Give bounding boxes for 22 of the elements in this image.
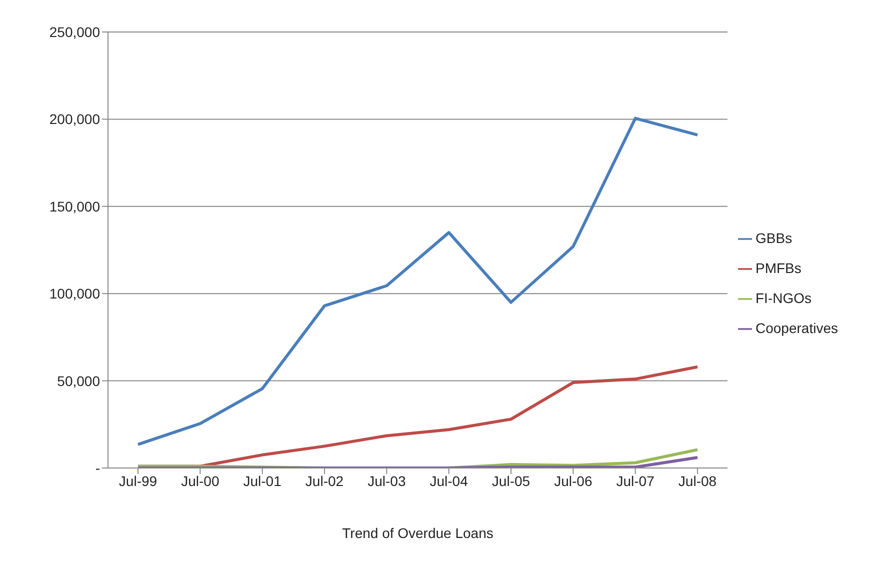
line-series [136,116,699,446]
x-tick-label: Jul-04 [430,472,468,489]
legend-label: PMFBs [756,260,802,276]
y-tick-label: 250,000 [49,24,100,40]
legend-label: FI-NGOs [756,290,812,306]
x-tick-label: Jul-06 [554,472,592,489]
x-tick-label: Jul-01 [243,472,282,489]
legend-label: GBBs [756,230,792,246]
x-tick-label: Jul-00 [181,472,220,489]
x-tick-label: Jul-05 [492,472,530,489]
y-tick-label: 150,000 [49,198,100,214]
y-tick-label: 50,000 [57,372,100,389]
legend-label: Cooperatives [756,320,838,336]
x-tick-label: Jul-07 [616,472,655,489]
x-tick-label: Jul-08 [678,472,717,489]
x-tick-label: Jul-03 [368,472,406,489]
x-axis-title: Trend of Overdue Loans [342,525,494,541]
y-tick-label: 100,000 [49,286,100,302]
y-tick-label: 200,000 [49,111,100,128]
x-tick-label: Jul-02 [305,472,344,489]
x-tick-label: Jul-99 [118,472,158,489]
y-tick-label: - [95,460,100,476]
